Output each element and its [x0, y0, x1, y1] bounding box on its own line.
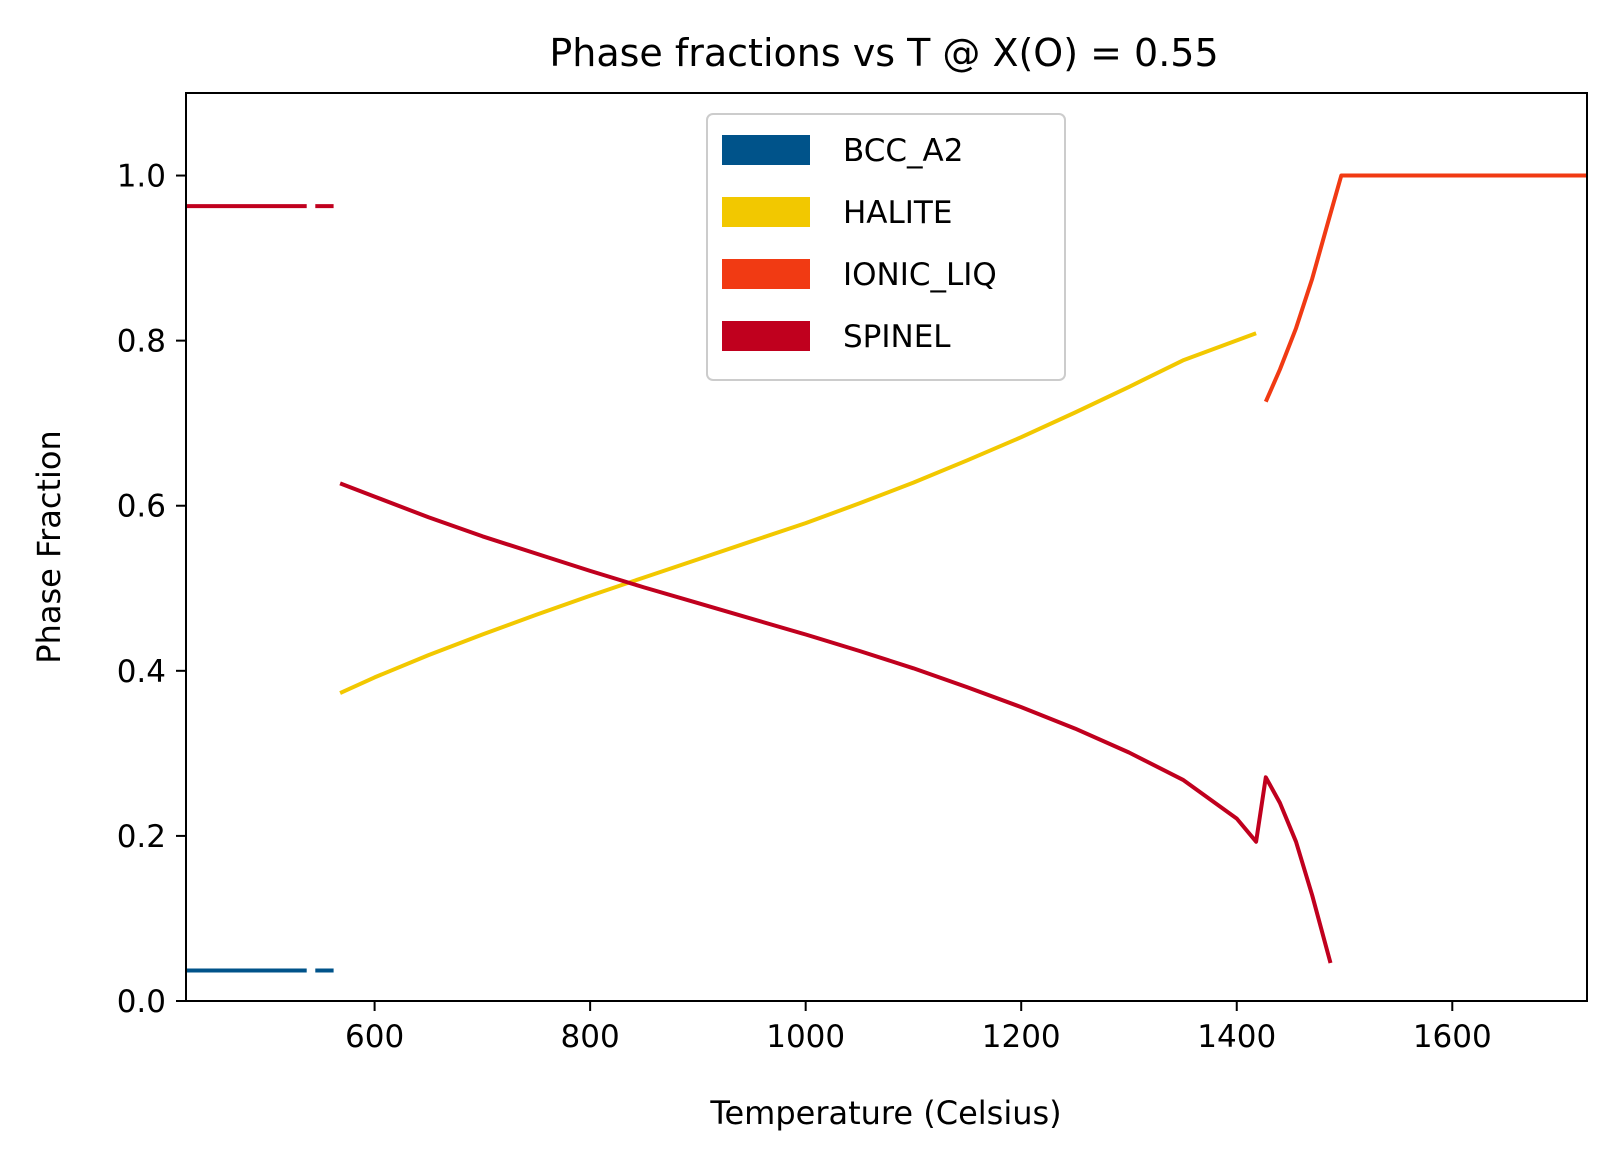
- legend-swatch-spinel: [722, 321, 810, 351]
- y-tick-label: 0.0: [117, 984, 166, 1020]
- legend-swatch-bcc-a2: [722, 135, 810, 165]
- legend-label-bcc-a2: BCC_A2: [843, 133, 963, 169]
- x-tick-label: 1000: [766, 1019, 845, 1055]
- x-tick-label: 1400: [1197, 1019, 1276, 1055]
- legend-label-spinel: SPINEL: [843, 319, 951, 355]
- series-line-halite-1: [339, 331, 1257, 695]
- x-tick-label: 800: [561, 1019, 620, 1055]
- x-axis-ticks: 600 800 1000 1200 1400 1600: [345, 1001, 1492, 1055]
- legend-label-ionic-liq: IONIC_LIQ: [843, 257, 997, 293]
- plot-frame: [185, 92, 1588, 1002]
- x-axis-label: Temperature (Celsius): [709, 1094, 1061, 1132]
- y-tick-label: 0.4: [117, 654, 166, 690]
- x-tick-label: 1200: [982, 1019, 1061, 1055]
- y-tick-label: 0.2: [117, 819, 166, 855]
- series-line-spinel-3: [339, 481, 1333, 964]
- series-line-ionic-liq-1: [1263, 173, 1587, 403]
- legend-label-halite: HALITE: [843, 195, 952, 231]
- y-axis-ticks: 0.0 0.2 0.4 0.6 0.8 1.0: [117, 159, 186, 1020]
- plot-lines: [186, 173, 1587, 973]
- x-tick-label: 1600: [1413, 1019, 1492, 1055]
- legend-entries: BCC_A2 HALITE IONIC_LIQ SPINEL: [722, 133, 997, 355]
- y-tick-label: 0.8: [117, 324, 166, 360]
- chart-title: Phase fractions vs T @ X(O) = 0.55: [549, 31, 1218, 75]
- x-tick-label: 600: [345, 1019, 404, 1055]
- legend-swatch-halite: [722, 197, 810, 227]
- legend-swatch-ionic-liq: [722, 259, 810, 289]
- y-tick-label: 0.6: [117, 489, 166, 525]
- y-axis-label: Phase Fraction: [30, 430, 68, 663]
- legend: BCC_A2 HALITE IONIC_LIQ SPINEL: [706, 113, 1066, 381]
- y-tick-label: 1.0: [117, 159, 166, 195]
- legend-box: [706, 113, 1066, 381]
